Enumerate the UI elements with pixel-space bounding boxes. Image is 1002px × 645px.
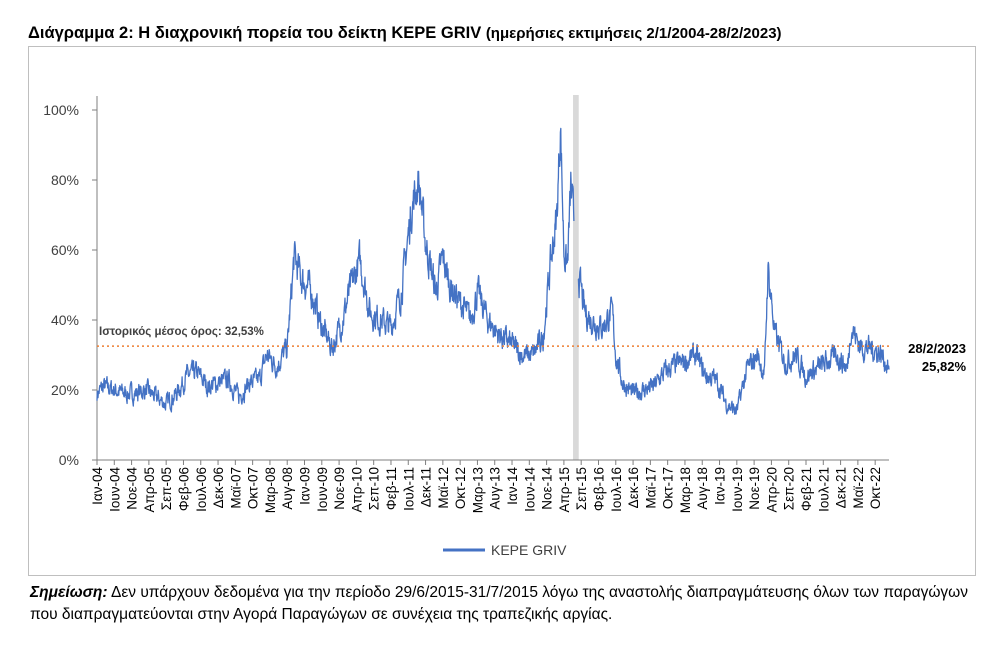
x-tick-label: Σεπ-05 [159,467,174,510]
x-tick-label: Φεβ-16 [591,467,606,511]
x-tick-label: Μαϊ-12 [436,467,451,509]
gap-band [573,95,579,460]
x-tick-label: Οκτ-07 [246,467,261,509]
x-tick-label: Ιουν-14 [522,467,537,512]
legend-label: KEPE GRIV [491,542,567,558]
y-tick-label: 20% [51,382,79,398]
mean-label: Ιστορικός μέσος όρος: 32,53% [99,326,264,338]
x-tick-label: Μαρ-13 [470,467,485,513]
x-tick-label: Δεκ-21 [834,467,849,508]
x-tick-label: Νοε-09 [332,467,347,510]
x-tick-label: Δεκ-11 [419,467,434,507]
x-tick-label: Φεβ-06 [176,467,191,511]
x-tick-label: Ιαν-04 [90,467,105,505]
x-tick-label: Οκτ-12 [453,467,468,509]
x-tick-label: Αυγ-08 [280,467,295,510]
x-tick-label: Φεβ-21 [799,467,814,511]
footnote-text: Δεν υπάρχουν δεδομένα για την περίοδο 29… [30,584,969,623]
x-tick-label: Ιουν-09 [315,467,330,512]
y-tick-label: 0% [59,452,79,468]
x-tick-label: Αυγ-13 [488,467,503,510]
x-tick-label: Σεπ-10 [367,467,382,510]
y-tick-label: 100% [43,102,79,118]
x-tick-label: Ιουλ-21 [816,467,831,512]
x-tick-label: Νοε-14 [540,467,555,510]
x-tick-label: Απρ-15 [557,467,572,513]
x-tick-label: Μαϊ-07 [228,467,243,509]
x-tick-label: Ιουν-19 [730,467,745,512]
series-line-kepe-griv [96,127,890,416]
y-tick-label: 60% [51,242,79,258]
x-tick-label: Δεκ-06 [211,467,226,508]
x-tick-label: Απρ-20 [764,467,779,513]
x-tick-label: Ιαν-19 [713,467,728,505]
y-tick-label: 40% [51,312,79,328]
x-tick-label: Σεπ-15 [574,467,589,510]
x-tick-label: Μαρ-08 [263,467,278,513]
x-tick-label: Απρ-10 [349,467,364,513]
x-tick-label: Ιουλ-06 [194,467,209,512]
x-tick-label: Δεκ-16 [626,467,641,508]
x-tick-label: Σεπ-20 [782,467,797,510]
x-tick-label: Μαϊ-17 [643,467,658,509]
x-tick-label: Ιαν-14 [505,467,520,505]
chart-title-sub: (ημερήσιες εκτιμήσεις 2/1/2004-28/2/2023… [485,25,782,42]
x-tick-label: Μαρ-18 [678,467,693,513]
x-tick-label: Οκτ-17 [661,467,676,509]
x-tick-label: Οκτ-22 [868,467,883,509]
x-tick-label: Ιουν-04 [107,467,122,512]
footnote: Σημείωση: Δεν υπάρχουν δεδομένα για την … [30,582,980,626]
chart-title-main: Διάγραμμα 2: Η διαχρονική πορεία του δεί… [28,24,482,42]
x-tick-label: Φεβ-11 [384,467,399,510]
y-tick-label: 80% [51,172,79,188]
x-tick-label: Αυγ-18 [695,467,710,510]
x-tick-label: Νοε-04 [125,467,140,510]
footnote-lead: Σημείωση: [30,584,108,601]
x-tick-label: Απρ-05 [142,467,157,513]
chart-title: Διάγραμμα 2: Η διαχρονική πορεία του δεί… [28,24,782,43]
x-tick-label: Μαϊ-22 [851,467,866,509]
x-tick-label: Ιουλ-11 [401,467,416,511]
chart-frame [28,46,976,576]
end-value-annotation: 25,82% [922,359,967,374]
end-date-annotation: 28/2/2023 [908,341,966,356]
x-tick-label: Ιαν-09 [298,467,313,505]
x-tick-label: Ιουλ-16 [609,467,624,512]
x-tick-label: Νοε-19 [747,467,762,510]
